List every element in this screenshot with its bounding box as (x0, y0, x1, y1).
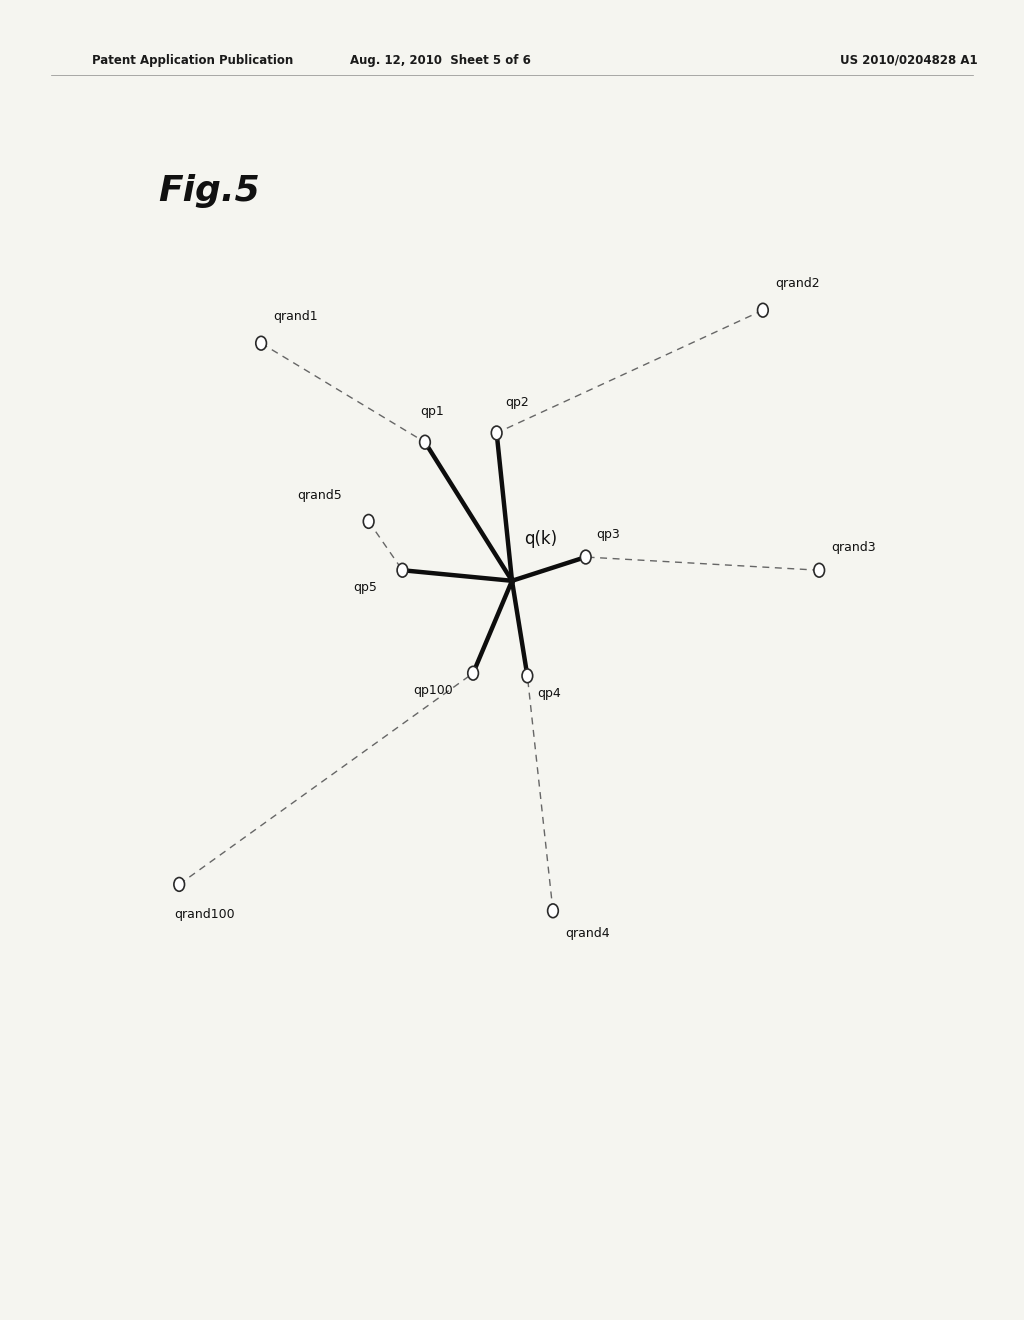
Text: Fig.5: Fig.5 (159, 174, 260, 209)
Text: qp3: qp3 (596, 528, 620, 541)
Text: qrand2: qrand2 (775, 277, 820, 290)
Text: qp100: qp100 (414, 684, 454, 697)
Circle shape (581, 550, 591, 564)
Circle shape (397, 564, 408, 577)
Circle shape (174, 878, 184, 891)
Text: Aug. 12, 2010  Sheet 5 of 6: Aug. 12, 2010 Sheet 5 of 6 (350, 54, 530, 66)
Circle shape (256, 337, 266, 350)
Text: qp5: qp5 (353, 581, 377, 594)
Text: qp4: qp4 (538, 686, 561, 700)
Text: q(k): q(k) (524, 529, 557, 548)
Circle shape (509, 577, 515, 585)
Text: Patent Application Publication: Patent Application Publication (92, 54, 294, 66)
Text: qrand5: qrand5 (297, 488, 342, 502)
Circle shape (814, 564, 824, 577)
Text: qp1: qp1 (420, 405, 443, 418)
Circle shape (548, 904, 558, 917)
Text: US 2010/0204828 A1: US 2010/0204828 A1 (840, 54, 977, 66)
Circle shape (420, 436, 430, 449)
Text: qrand4: qrand4 (565, 927, 610, 940)
Circle shape (522, 669, 532, 682)
Circle shape (758, 304, 768, 317)
Circle shape (492, 426, 502, 440)
Text: qrand1: qrand1 (273, 310, 318, 323)
Text: qrand3: qrand3 (831, 541, 877, 554)
Text: qrand100: qrand100 (174, 908, 234, 921)
Circle shape (364, 515, 374, 528)
Circle shape (468, 667, 478, 680)
Text: qp2: qp2 (505, 396, 528, 409)
